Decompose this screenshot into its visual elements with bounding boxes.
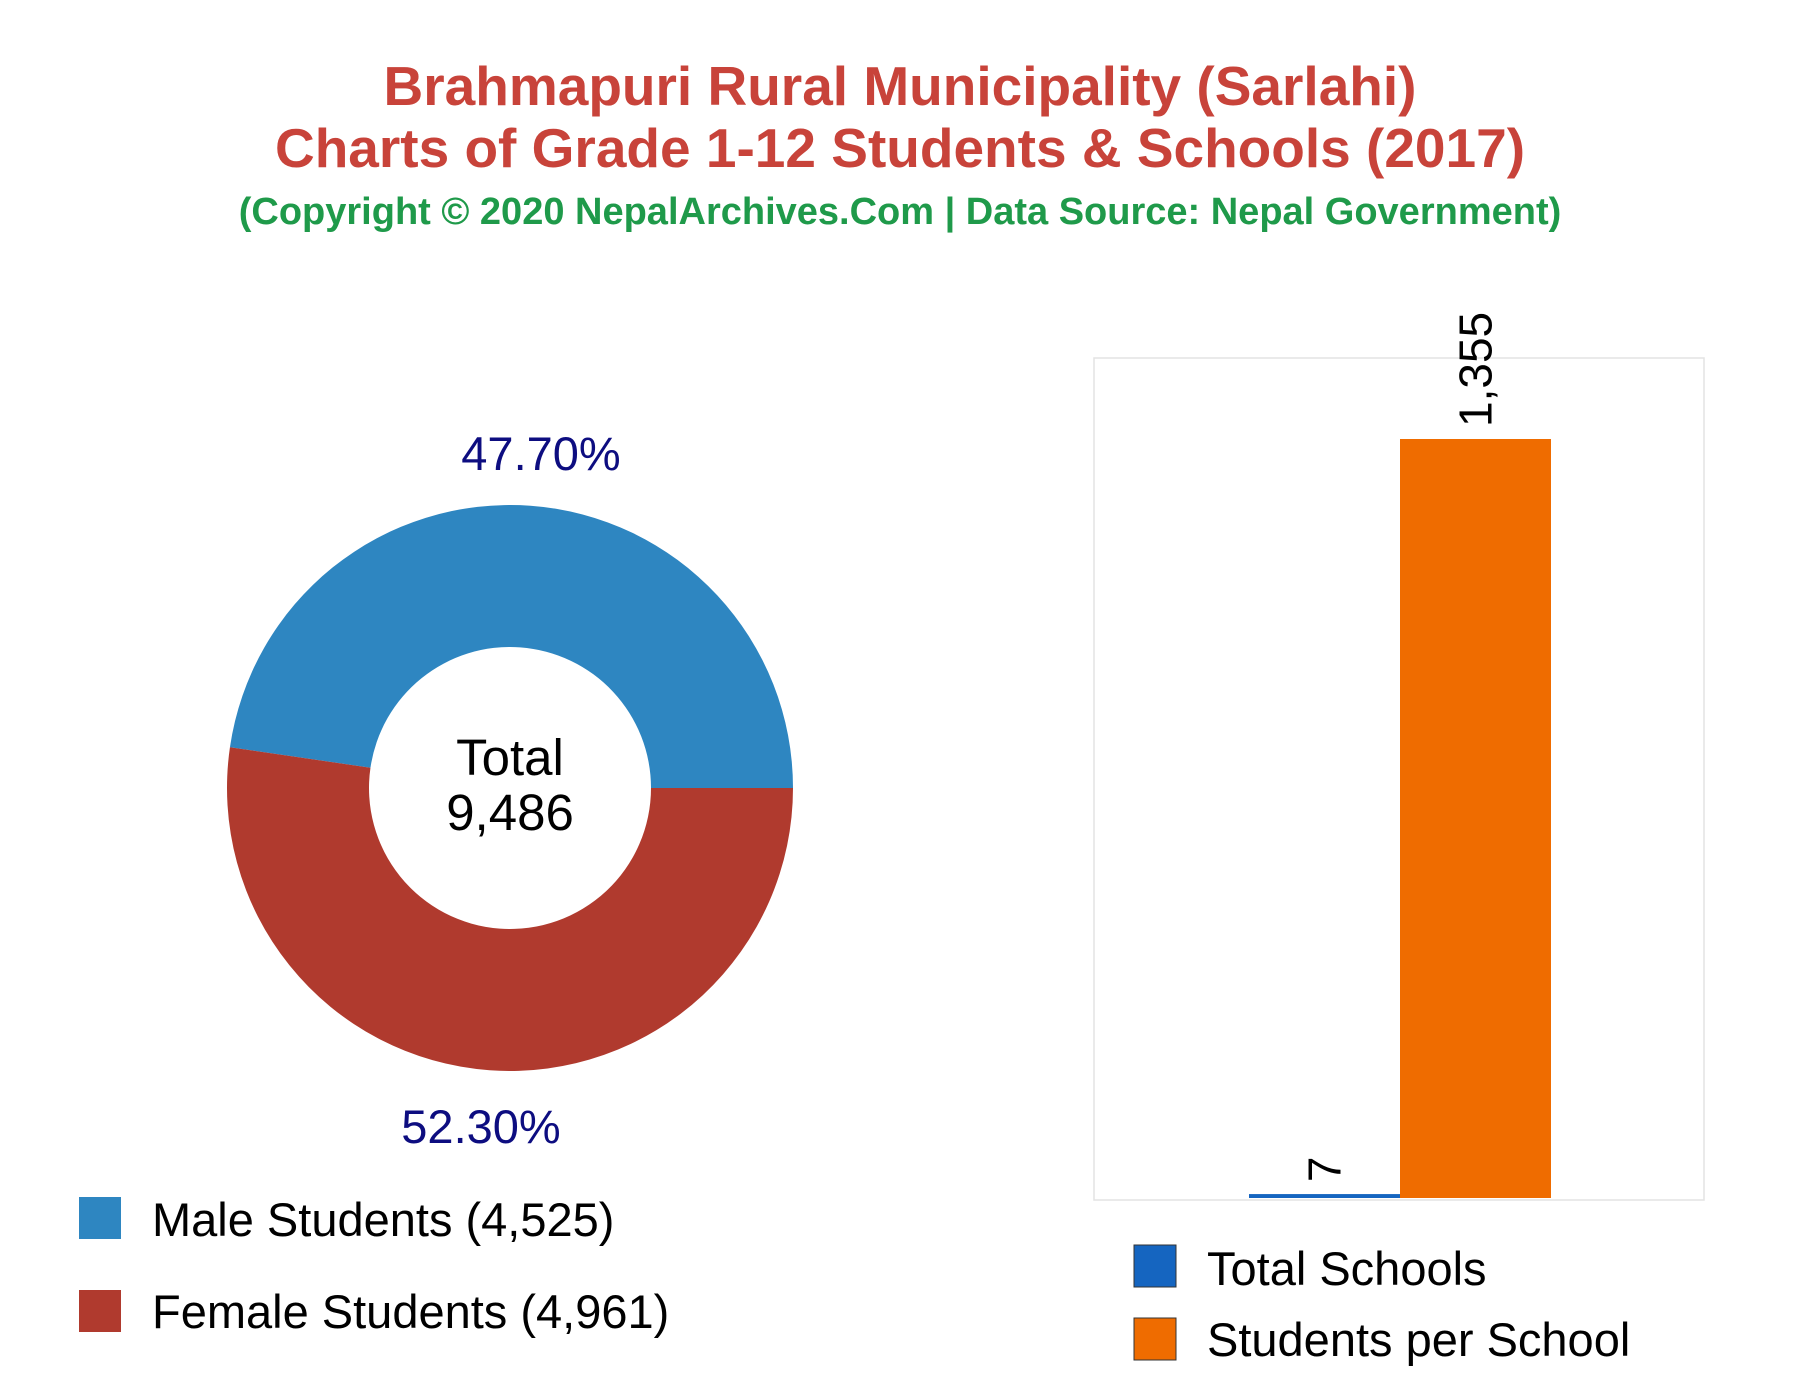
chart-title-line-2: Charts of Grade 1-12 Students & Schools … [274, 117, 1526, 179]
plot-frame [1093, 357, 1705, 1201]
bar-students-per-school [1400, 439, 1551, 1198]
legend-label-students-per-school: Students per School [1207, 1313, 1630, 1366]
chart-title-line-1: Brahmapuri Rural Municipality (Sarlahi) [383, 55, 1417, 117]
bar-value-label-students-per-school: 1,355 [1450, 312, 1502, 427]
legend-swatch-female [79, 1290, 121, 1332]
chart-subtitle: (Copyright © 2020 NepalArchives.Com | Da… [238, 191, 1562, 233]
bar-value-label-total-schools: 7 [1299, 1156, 1351, 1182]
legend-label-total-schools: Total Schools [1207, 1242, 1487, 1295]
donut-center-label: Total [456, 729, 564, 786]
bar-total-schools [1249, 1194, 1400, 1198]
legend-swatch-total-schools [1133, 1244, 1177, 1288]
bar-legend: Total Schools Students per School [1133, 1242, 1630, 1366]
legend-swatch-male [79, 1197, 121, 1239]
donut-center-value: 9,486 [446, 784, 574, 841]
donut-legend: Male Students (4,525) Female Students (4… [79, 1193, 669, 1338]
percent-label-male: 47.70% [461, 427, 620, 480]
legend-label-male: Male Students (4,525) [152, 1193, 614, 1246]
legend-swatch-students-per-school [1133, 1317, 1177, 1361]
donut-slice-female [227, 747, 793, 1072]
legend-label-female: Female Students (4,961) [152, 1285, 669, 1338]
donut-slice-male [229, 505, 793, 788]
donut-chart: 47.70% 52.30% Total 9,486 [227, 427, 793, 1153]
percent-label-female: 52.30% [401, 1100, 560, 1153]
bar-chart: 7 1,355 [1093, 312, 1705, 1201]
